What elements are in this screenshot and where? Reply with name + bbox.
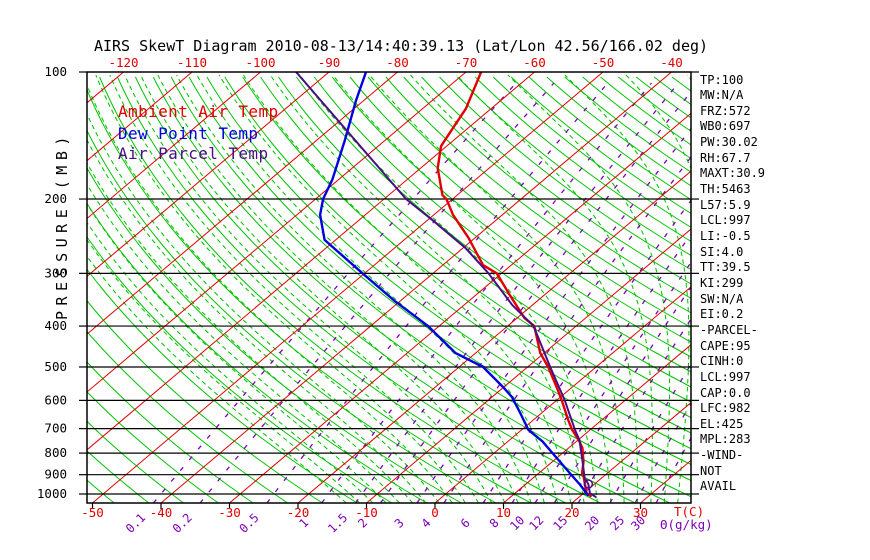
top-temp-label: -90 <box>318 55 341 70</box>
pressure-tick-label: 600 <box>44 392 67 407</box>
legend-air-parcel-temp: Air Parcel Temp <box>118 144 269 163</box>
stats-line: TT:39.5 <box>700 260 751 275</box>
pressure-tick-label: 200 <box>44 191 67 206</box>
bottom-temp-label: 0 <box>431 505 439 520</box>
stats-line: SI:4.0 <box>700 244 744 259</box>
pressure-tick-label: 300 <box>44 265 67 280</box>
bottom-temp-label: 20 <box>564 505 579 520</box>
pressure-tick-label: 1000 <box>37 486 67 501</box>
bottom-temp-label: 10 <box>496 505 511 520</box>
stats-line: FRZ:572 <box>700 103 751 118</box>
mixing-ratio-label: 3 <box>392 516 407 531</box>
mixing-ratio-label: 25 <box>607 513 627 533</box>
stats-line: TH:5463 <box>700 182 751 197</box>
stats-line: WB0:697 <box>700 119 751 134</box>
axis-ticks <box>79 71 699 509</box>
pressure-tick-label: 400 <box>44 318 67 333</box>
stats-line: MAXT:30.9 <box>700 166 766 181</box>
stats-line: LCL:997 <box>700 213 751 228</box>
stats-line: L57:5.9 <box>700 197 751 212</box>
top-temp-label: -80 <box>386 55 409 70</box>
stats-line: SW:N/A <box>700 291 744 306</box>
dewpoint-temp-curve <box>318 72 589 497</box>
stats-line: PW:30.02 <box>700 135 758 150</box>
stats-line: AVAIL <box>700 479 737 494</box>
stats-line: LFC:982 <box>700 401 751 416</box>
legend-dew-point-temp: Dew Point Temp <box>118 124 259 143</box>
top-temp-label: -120 <box>108 55 138 70</box>
stats-line: MPL:283 <box>700 432 751 447</box>
stats-line: MW:N/A <box>700 88 744 103</box>
mixing-ratio-label: 0.2 <box>170 511 195 536</box>
stats-line: KI:299 <box>700 275 744 290</box>
sounding-stats-panel: TP:100 MW:N/A FRZ:572 WB0:697 PW:30.02 RH:67.… <box>700 0 868 560</box>
page-title: AIRS SkewT Diagram 2010-08-13/14:40:39.1… <box>93 37 709 55</box>
bottom-temp-label: -20 <box>287 505 310 520</box>
stats-line: -WIND- <box>700 448 744 463</box>
stats-line: TP:100 <box>700 72 744 87</box>
bottom-temp-label: -30 <box>218 505 241 520</box>
stats-line: LI:-0.5 <box>700 229 751 243</box>
pressure-axis-title: PRESSURE (MB) <box>53 131 71 320</box>
stats-line: -PARCEL- <box>700 322 758 337</box>
pressure-tick-label: 500 <box>44 359 67 374</box>
stats-line: NOT <box>700 463 722 478</box>
pressure-tick-label: 900 <box>44 467 67 482</box>
plot-border <box>86 71 692 504</box>
stats-line: CAP:0.0 <box>700 385 751 400</box>
dry-adiabats <box>87 76 691 503</box>
mixing-ratio-label: 1.5 <box>325 511 350 536</box>
mixing-ratio-label: 6 <box>458 516 473 531</box>
mixing-ratio-label: 12 <box>526 513 546 533</box>
top-temp-label: -40 <box>660 55 683 70</box>
top-temp-label: -110 <box>177 55 207 70</box>
stats-line: RH:67.7 <box>700 150 751 165</box>
bottom-temp-label: 30 <box>633 505 648 520</box>
isotherms <box>87 72 691 503</box>
bottom-temp-label: -50 <box>81 505 104 520</box>
mixing-unit-label: Θ(g/kg) <box>660 517 713 532</box>
stats-line: EL:425 <box>700 416 744 431</box>
mixing-ratio-label: 0.1 <box>123 511 148 536</box>
stats-line: EI:0.2 <box>700 307 744 322</box>
stats-line: CINH:0 <box>700 354 744 369</box>
pressure-tick-label: 700 <box>44 421 67 436</box>
lcl-marker <box>583 479 594 489</box>
top-temp-label: -70 <box>455 55 478 70</box>
top-temp-label: -100 <box>245 55 275 70</box>
bottom-temp-label: -40 <box>150 505 173 520</box>
stats-line: LCL:997 <box>700 369 751 384</box>
stats-line: CAPE:95 <box>700 338 751 353</box>
mixing-ratio-lines <box>152 82 691 503</box>
pressure-tick-label: 800 <box>44 445 67 460</box>
temp-unit-label: T(C) <box>674 504 704 519</box>
bottom-temp-label: -10 <box>355 505 378 520</box>
top-temp-label: -60 <box>523 55 546 70</box>
plot-area <box>87 72 691 503</box>
mixing-ratio-label: 20 <box>582 513 602 533</box>
legend-ambient-air-temp: Ambient Air Temp <box>118 102 279 121</box>
top-temp-label: -50 <box>592 55 615 70</box>
pressure-tick-label: 100 <box>44 64 67 79</box>
